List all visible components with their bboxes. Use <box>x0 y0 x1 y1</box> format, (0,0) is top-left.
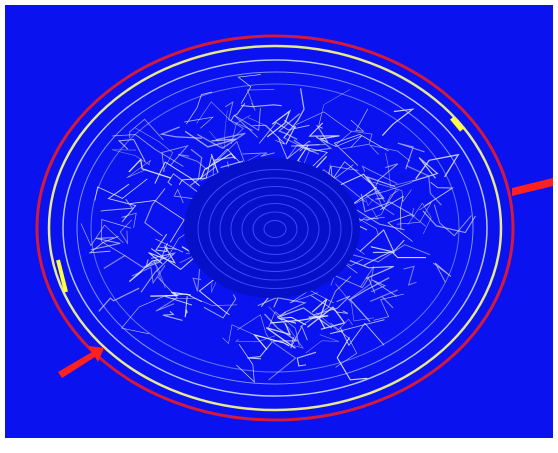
page: (() => { const ns = 'http://www.w3.org/2… <box>0 0 558 453</box>
wafer-image <box>0 0 558 453</box>
center-zone <box>184 158 360 298</box>
